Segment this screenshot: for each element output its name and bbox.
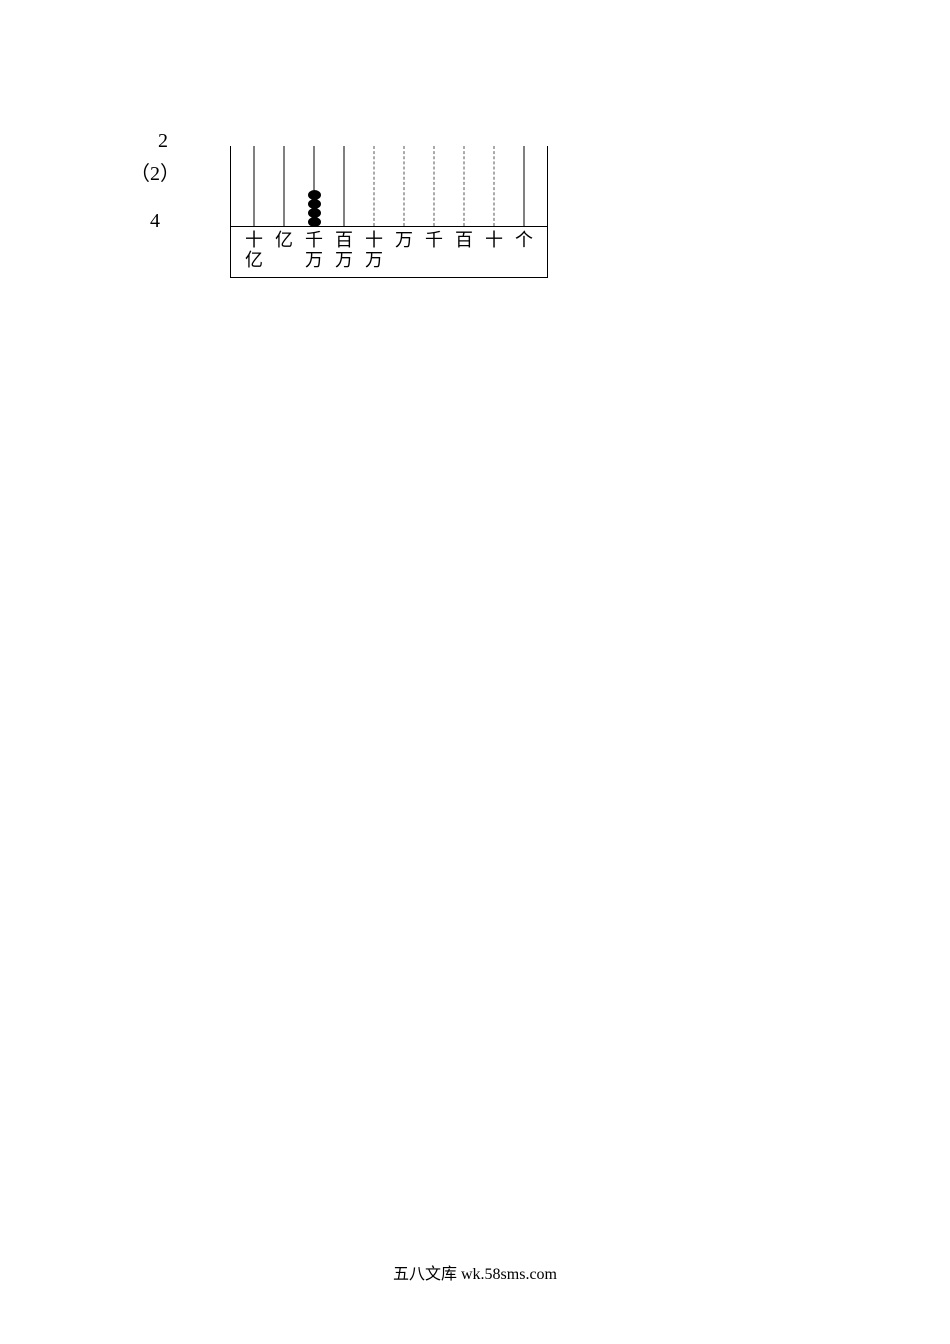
- place-label-char: 十: [365, 231, 383, 251]
- left-labels: 2 （2） 4: [130, 130, 180, 233]
- bead: [308, 217, 321, 227]
- rod-line: [374, 146, 375, 226]
- rod-1: [269, 146, 299, 226]
- place-label-char: 亿: [275, 231, 293, 251]
- rod-line: [434, 146, 435, 226]
- place-labels-row: 十亿亿千万百万十万万千百十个: [231, 226, 547, 277]
- place-label-char: 百: [335, 231, 353, 251]
- place-label-char: 十: [245, 231, 263, 251]
- rod-line: [344, 146, 345, 226]
- rod-9: [509, 146, 539, 226]
- place-label-7: 百: [449, 231, 479, 271]
- place-label-char: 万: [335, 251, 353, 271]
- rod-line: [254, 146, 255, 226]
- place-label-char: 亿: [245, 251, 263, 271]
- rod-7: [449, 146, 479, 226]
- rod-4: [359, 146, 389, 226]
- place-label-4: 十万: [359, 231, 389, 271]
- rod-line: [524, 146, 525, 226]
- rod-0: [239, 146, 269, 226]
- place-label-9: 个: [509, 231, 539, 271]
- rod-8: [479, 146, 509, 226]
- place-label-char: 千: [425, 231, 443, 251]
- beads-stack: [308, 190, 321, 226]
- place-label-3: 百万: [329, 231, 359, 271]
- abacus-wrapper: 十亿亿千万百万十万万千百十个: [230, 146, 548, 278]
- place-label-char: 百: [455, 231, 473, 251]
- rod-2: [299, 146, 329, 226]
- place-label-char: 万: [365, 251, 383, 271]
- place-label-5: 万: [389, 231, 419, 271]
- place-label-2: 千万: [299, 231, 329, 271]
- rod-line: [464, 146, 465, 226]
- place-label-char: 十: [485, 231, 503, 251]
- place-label-6: 千: [419, 231, 449, 271]
- place-label-char: 个: [515, 231, 533, 251]
- label-bottom-number: 4: [150, 210, 180, 233]
- label-top-number: 2: [158, 130, 180, 153]
- place-label-8: 十: [479, 231, 509, 271]
- label-paren: （2）: [130, 157, 180, 186]
- rod-line: [494, 146, 495, 226]
- rod-5: [389, 146, 419, 226]
- place-label-0: 十亿: [239, 231, 269, 271]
- place-label-1: 亿: [269, 231, 299, 271]
- rods-area: [231, 146, 547, 226]
- rod-line: [404, 146, 405, 226]
- place-label-char: 万: [395, 231, 413, 251]
- abacus: 十亿亿千万百万十万万千百十个: [230, 146, 548, 278]
- footer-text: 五八文库 wk.58sms.com: [0, 1260, 950, 1284]
- rod-line: [284, 146, 285, 226]
- place-label-char: 万: [305, 251, 323, 271]
- place-label-char: 千: [305, 231, 323, 251]
- rod-3: [329, 146, 359, 226]
- rod-6: [419, 146, 449, 226]
